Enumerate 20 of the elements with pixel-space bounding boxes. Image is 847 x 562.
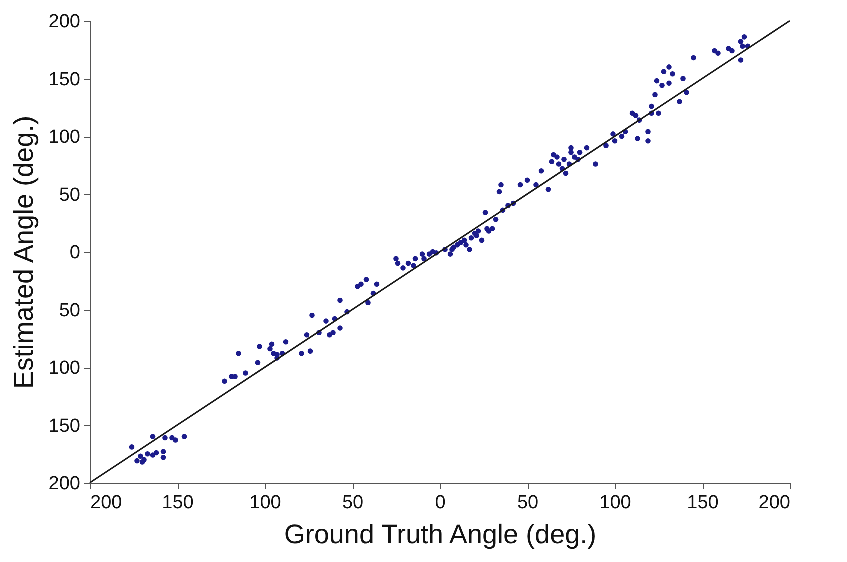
y-tick-label: 100 bbox=[48, 127, 80, 148]
x-tick-label: 200 bbox=[758, 492, 790, 514]
y-tick-label: 150 bbox=[48, 416, 80, 437]
x-tick-label: 100 bbox=[600, 492, 632, 514]
x-tick-label: 50 bbox=[342, 492, 364, 514]
x-axis-title: Ground Truth Angle (deg.) bbox=[284, 520, 597, 550]
y-axis-title: Estimated Angle (deg.) bbox=[8, 116, 39, 390]
x-tick-label: 200 bbox=[90, 492, 122, 514]
y-tick-label: 50 bbox=[59, 300, 80, 322]
y-tick-label: 200 bbox=[48, 12, 80, 32]
x-tick-label: 150 bbox=[687, 492, 719, 514]
y-tick-label: 0 bbox=[70, 242, 80, 264]
x-tick-label: 50 bbox=[517, 492, 539, 514]
x-tick-label: 100 bbox=[250, 492, 282, 514]
y-tick-label: 150 bbox=[48, 69, 80, 90]
x-tick-label: 0 bbox=[435, 492, 446, 514]
x-tick-label: 150 bbox=[162, 492, 194, 514]
y-tick-label: 50 bbox=[59, 184, 80, 206]
y-tick-label: 200 bbox=[48, 474, 80, 494]
y-tick-label: 100 bbox=[48, 358, 80, 379]
